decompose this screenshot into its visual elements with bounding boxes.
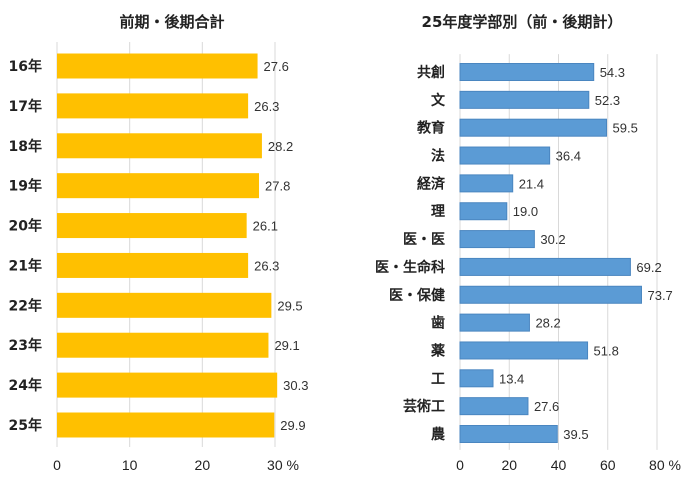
value-label: 27.8 (265, 179, 290, 194)
category-label: 21年 (9, 257, 42, 274)
value-label: 27.6 (534, 399, 559, 414)
category-label: 工 (431, 371, 445, 387)
category-label: 25年 (9, 417, 42, 434)
right-bar-chart: 25年度学部別（前・後期計） 共創文教育法経済理医・医医・生命科医・保健歯薬工芸… (375, 13, 681, 473)
category-label: 教育 (417, 120, 445, 137)
value-label: 73.7 (647, 288, 672, 303)
value-label: 69.2 (636, 260, 661, 275)
value-label: 19.0 (513, 204, 538, 219)
x-tick-label: 20 (501, 457, 517, 473)
bar (57, 173, 260, 199)
left-axis-ticks: 0 10 20 30 % (53, 457, 299, 473)
category-label: 法 (431, 148, 445, 165)
category-label: 文 (431, 92, 446, 109)
value-label: 29.1 (274, 338, 299, 353)
bar (459, 174, 514, 193)
x-tick-label: 0 (53, 457, 61, 473)
x-tick-label: 20 (195, 457, 211, 473)
value-label: 29.5 (277, 298, 302, 313)
category-label: 18年 (9, 138, 42, 155)
category-label: 22年 (9, 297, 42, 314)
x-tick-label: 80 % (649, 457, 681, 473)
bar (459, 397, 529, 416)
value-label: 21.4 (519, 176, 544, 191)
bar (57, 252, 249, 278)
x-tick-label: 60 (600, 457, 616, 473)
category-label: 24年 (9, 377, 42, 394)
bar (459, 425, 558, 443)
bar (57, 292, 272, 318)
left-category-labels: 16年 17年 18年 19年 20年 21年 22年 23年 24年 25年 (9, 58, 42, 434)
right-chart-title: 25年度学部別（前・後期計） (422, 13, 623, 31)
value-label: 30.2 (540, 232, 565, 247)
value-label: 26.3 (254, 258, 279, 273)
category-label: 医・保健 (389, 287, 445, 304)
left-bars (57, 53, 278, 438)
bar (459, 90, 590, 109)
value-label: 26.1 (253, 219, 278, 234)
left-chart-title: 前期・後期合計 (119, 13, 224, 31)
x-tick-label: 40 (551, 457, 567, 473)
category-label: 薬 (431, 342, 445, 359)
category-label: 医・生命科 (375, 259, 445, 276)
bar (57, 332, 269, 358)
category-label: 19年 (9, 178, 42, 195)
bar (459, 341, 589, 360)
category-label: 23年 (9, 337, 42, 354)
value-label: 36.4 (556, 149, 581, 164)
bar (459, 202, 508, 221)
value-label: 54.3 (600, 65, 625, 80)
category-label: 農 (431, 426, 445, 443)
bar (57, 93, 249, 119)
bar (57, 53, 258, 79)
category-label: 歯 (431, 315, 445, 332)
bar (459, 146, 551, 165)
category-label: 17年 (9, 98, 42, 115)
category-label: 共創 (417, 64, 445, 81)
right-value-labels: 54.3 52.3 59.5 36.4 21.4 19.030.2 69.2 73.7 28.2… (499, 65, 673, 442)
right-gridlines (459, 54, 658, 450)
left-value-labels: 27.6 26.3 28.2 27.8 26.1 26.3 29.5 29.1 30.3 29.9 (253, 59, 309, 433)
bar (459, 369, 494, 388)
value-label: 28.2 (535, 316, 560, 331)
value-label: 52.3 (595, 93, 620, 108)
category-label: 16年 (9, 58, 42, 75)
left-bar-chart: 前期・後期合計 16年 17年 18年 19年 20年 21年 22年 23年 24年 25年 2… (9, 13, 309, 473)
category-label: 医・医 (403, 232, 445, 248)
value-label: 29.9 (280, 418, 305, 433)
category-label: 芸術工 (403, 398, 445, 415)
value-label: 59.5 (613, 121, 638, 136)
bar (459, 63, 595, 81)
x-tick-label: 10 (122, 457, 138, 473)
value-label: 26.3 (254, 99, 279, 114)
bar (57, 372, 278, 398)
bar (459, 257, 631, 276)
category-label: 理 (431, 204, 445, 220)
bar (57, 133, 262, 159)
value-label: 27.6 (264, 59, 289, 74)
value-label: 51.8 (594, 343, 619, 358)
x-tick-label: 30 % (267, 457, 299, 473)
bar (459, 285, 642, 304)
value-label: 39.5 (563, 427, 588, 442)
value-label: 28.2 (268, 139, 293, 154)
bar (57, 412, 275, 438)
value-label: 30.3 (283, 378, 308, 393)
category-label: 20年 (9, 218, 42, 235)
bar (459, 118, 608, 137)
x-tick-label: 0 (456, 457, 464, 473)
category-label: 経済 (417, 175, 446, 192)
bar (459, 313, 530, 332)
bar (57, 213, 247, 239)
value-label: 13.4 (499, 371, 524, 386)
right-bars (459, 63, 642, 443)
bar (459, 230, 535, 249)
right-axis-ticks: 0 20 40 60 80 % (456, 457, 681, 473)
